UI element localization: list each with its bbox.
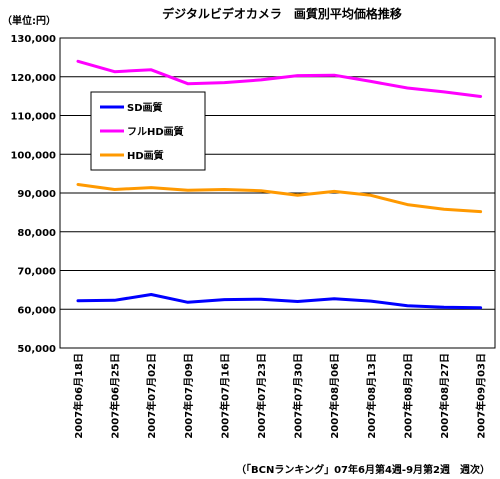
series-line-3 <box>76 183 483 214</box>
unit-label: （単位:円） <box>2 14 56 27</box>
x-axis-tick-labels: 2007年06月18日 2007年06月25日 2007年07月02日 2007年07… <box>72 353 488 439</box>
series-line-2 <box>76 59 483 98</box>
x-tick-label: 2007年07月23日 <box>255 353 268 439</box>
x-tick-label: 2007年08月06日 <box>328 353 341 439</box>
x-tick-label: 2007年08月13日 <box>365 353 378 439</box>
y-tick-label: 90,000 <box>17 189 56 200</box>
legend-label: SD画質 <box>127 101 163 114</box>
y-tick-label: 70,000 <box>17 267 56 278</box>
legend-label: フルHD画質 <box>127 125 184 138</box>
y-tick-label: 50,000 <box>17 344 56 355</box>
y-tick-label: 120,000 <box>10 73 56 84</box>
x-tick-label: 2007年07月02日 <box>145 353 158 439</box>
source-note: （「BCNランキング」07年6月第4週-9月第2週 週次） <box>236 463 490 476</box>
legend-label: HD画質 <box>127 149 164 162</box>
x-tick-label: 2007年09月03日 <box>475 353 488 439</box>
x-tick-label: 2007年07月16日 <box>218 353 231 439</box>
chart-title: デジタルビデオカメラ 画質別平均価格推移 <box>162 6 402 21</box>
y-tick-label: 60,000 <box>17 305 56 316</box>
y-tick-label: 110,000 <box>10 112 56 123</box>
x-tick-label: 2007年06月18日 <box>72 353 85 439</box>
series-line-1 <box>76 293 483 310</box>
x-tick-label: 2007年08月27日 <box>438 353 451 439</box>
series-lines <box>76 59 483 310</box>
y-tick-label: 100,000 <box>10 150 56 161</box>
y-tick-label: 130,000 <box>10 34 56 45</box>
y-tick-label: 80,000 <box>17 228 56 239</box>
x-tick-label: 2007年08月20日 <box>401 353 414 439</box>
x-tick-label: 2007年07月30日 <box>292 353 305 439</box>
x-tick-label: 2007年06月25日 <box>109 353 122 439</box>
x-tick-label: 2007年07月09日 <box>182 353 195 439</box>
y-axis-tick-labels: 50,000 60,000 70,000 80,000 90,000 100,000 110… <box>10 34 56 355</box>
